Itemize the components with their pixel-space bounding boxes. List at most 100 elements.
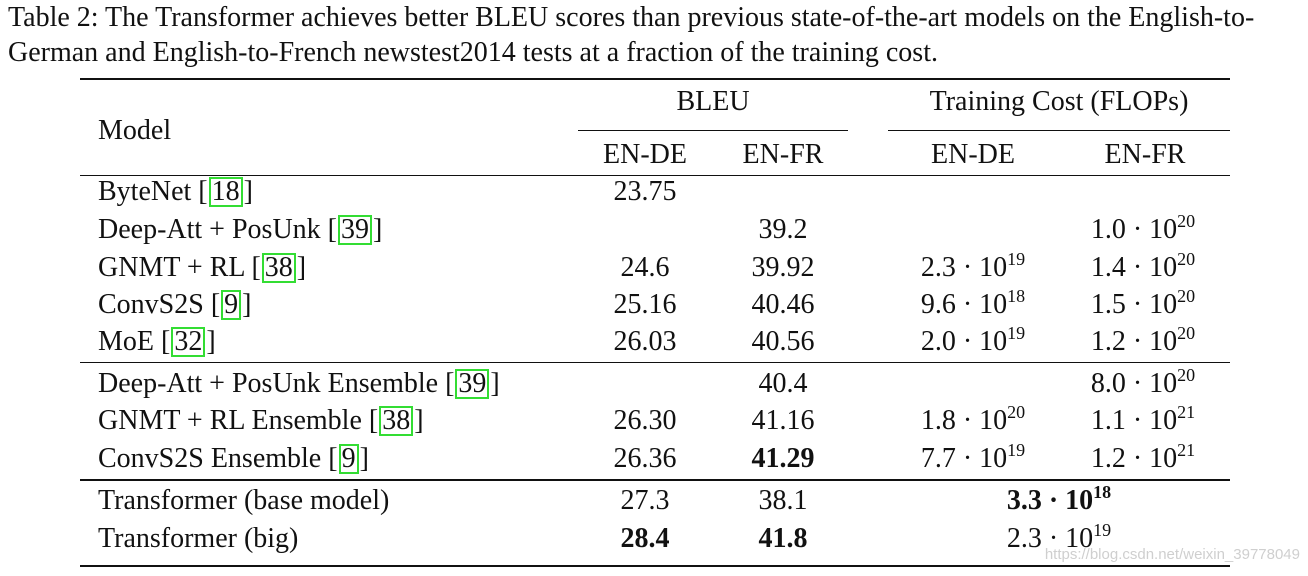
bottom-rule <box>80 565 1230 567</box>
header-bleu: BLEU <box>676 86 750 117</box>
model-name: MoE [32] <box>98 324 216 360</box>
cost-mantissa: 1.2 · 10 <box>1090 326 1178 357</box>
cost-en-de-cell: 7.7 · 1019 <box>888 441 1058 477</box>
cost-en-de-cell: 9.6 · 1018 <box>888 287 1058 323</box>
bleu-en-fr-cell: 41.8 <box>758 523 808 554</box>
cost-en-de-cell: 1.8 · 1020 <box>888 403 1058 439</box>
cost-exponent: 20 <box>1007 402 1026 422</box>
bleu-en-fr-cell: 40.4 <box>758 368 808 399</box>
citation-link[interactable]: 39 <box>337 215 372 245</box>
bleu-en-fr-cell: 38.1 <box>758 485 808 516</box>
model-label: GNMT + RL [ <box>98 252 261 283</box>
bleu-cmidrule <box>578 130 848 131</box>
model-name: Transformer (base model) <box>98 483 389 519</box>
bleu-en-fr-cell: 41.29 <box>751 443 815 474</box>
cost-mantissa: 1.2 · 10 <box>1090 443 1178 474</box>
citation-link[interactable]: 32 <box>171 327 206 357</box>
citation-link[interactable]: 18 <box>208 177 243 207</box>
subheader-cost-en-de: EN-DE <box>931 139 1015 170</box>
cost-mantissa: 1.4 · 10 <box>1090 252 1178 283</box>
cost-en-fr-cell: 1.1 · 1021 <box>1058 403 1228 439</box>
watermark-url: https://blog.csdn.net/weixin_39778049 <box>1044 546 1300 563</box>
cost-mantissa: 1.5 · 10 <box>1090 289 1178 320</box>
cost-cmidrule <box>888 130 1230 131</box>
cost-mantissa: 8.0 · 10 <box>1090 368 1178 399</box>
model-name: ConvS2S [9] <box>98 287 251 323</box>
model-name: ConvS2S Ensemble [9] <box>98 441 369 477</box>
cost-exponent: 21 <box>1177 402 1196 422</box>
top-rule <box>80 78 1230 80</box>
cost-exponent: 19 <box>1007 249 1026 269</box>
header-rule <box>80 175 1230 176</box>
bleu-en-de-cell: 26.36 <box>613 443 677 474</box>
cost-exponent: 20 <box>1177 323 1196 343</box>
cost-exponent: 20 <box>1177 365 1196 385</box>
model-label: Deep-Att + PosUnk [ <box>98 214 337 245</box>
bleu-en-de-cell: 24.6 <box>620 252 670 283</box>
model-name: GNMT + RL Ensemble [38] <box>98 403 424 439</box>
model-label: Deep-Att + PosUnk Ensemble [ <box>98 368 455 399</box>
cost-mantissa: 1.8 · 10 <box>920 405 1008 436</box>
cost-en-fr-cell: 1.2 · 1021 <box>1058 441 1228 477</box>
citation-bracket: ] <box>414 405 424 436</box>
citation-bracket: ] <box>359 443 369 474</box>
cost-exponent: 19 <box>1093 520 1112 540</box>
cost-en-fr-cell: 1.0 · 1020 <box>1058 212 1228 248</box>
cost-en-fr-cell: 1.2 · 1020 <box>1058 324 1228 360</box>
cost-mantissa: 1.1 · 10 <box>1090 405 1178 436</box>
cost-mantissa: 9.6 · 10 <box>920 289 1008 320</box>
cost-exponent: 19 <box>1007 323 1026 343</box>
cost-exponent: 20 <box>1177 286 1196 306</box>
training-cost-cell: 3.3 · 1018 <box>888 483 1230 519</box>
bleu-en-fr-cell: 41.16 <box>751 405 815 436</box>
bleu-en-de-cell: 28.4 <box>620 523 670 554</box>
cost-mantissa: 2.0 · 10 <box>920 326 1008 357</box>
subheader-bleu-en-fr: EN-FR <box>742 139 824 170</box>
citation-link[interactable]: 9 <box>338 444 359 474</box>
cost-mantissa: 2.3 · 10 <box>920 252 1008 283</box>
model-name: GNMT + RL [38] <box>98 250 306 286</box>
citation-link[interactable]: 38 <box>379 406 414 436</box>
citation-bracket: ] <box>296 252 307 283</box>
model-name: Deep-Att + PosUnk [39] <box>98 212 382 248</box>
training-cost-cell: 2.3 · 1019 <box>888 521 1230 557</box>
subheader-cost-en-fr: EN-FR <box>1104 139 1186 170</box>
citation-link[interactable]: 9 <box>221 290 242 320</box>
bleu-en-de-cell: 27.3 <box>620 485 670 516</box>
cost-mantissa: 1.0 · 10 <box>1090 214 1178 245</box>
bleu-en-fr-cell: 40.46 <box>751 289 815 320</box>
cost-en-de-cell: 2.3 · 1019 <box>888 250 1058 286</box>
citation-bracket: ] <box>242 289 252 320</box>
cost-mantissa: 2.3 · 10 <box>1006 523 1094 554</box>
model-name: Deep-Att + PosUnk Ensemble [39] <box>98 366 500 402</box>
model-label: GNMT + RL Ensemble [ <box>98 405 379 436</box>
cost-en-fr-cell: 8.0 · 1020 <box>1058 366 1228 402</box>
model-label: ConvS2S Ensemble [ <box>98 443 338 474</box>
citation-bracket: ] <box>490 368 500 399</box>
subheader-bleu-en-de: EN-DE <box>603 139 687 170</box>
citation-link[interactable]: 39 <box>455 369 490 399</box>
model-label: Transformer (base model) <box>98 485 390 516</box>
cost-mantissa: 3.3 · 10 <box>1006 485 1094 516</box>
cost-exponent: 20 <box>1177 249 1196 269</box>
cost-exponent: 21 <box>1177 440 1196 460</box>
bleu-en-fr-cell: 39.92 <box>751 252 815 283</box>
group-rule-1 <box>80 362 1230 363</box>
citation-bracket: ] <box>372 214 383 245</box>
cost-exponent: 18 <box>1007 286 1026 306</box>
model-label: Transformer (big) <box>98 523 299 554</box>
group-rule-2 <box>80 479 1230 481</box>
model-label: ConvS2S [ <box>98 289 221 320</box>
bleu-en-de-cell: 26.30 <box>613 405 677 436</box>
table-caption: Table 2: The Transformer achieves better… <box>8 2 1255 68</box>
citation-link[interactable]: 38 <box>261 253 296 283</box>
cost-exponent: 20 <box>1177 211 1196 231</box>
cost-exponent: 19 <box>1007 440 1026 460</box>
bleu-en-de-cell: 23.75 <box>613 176 677 207</box>
bleu-en-de-cell: 26.03 <box>613 326 677 357</box>
model-label: MoE [ <box>98 326 171 357</box>
model-name: ByteNet [18] <box>98 174 253 210</box>
model-label: ByteNet [ <box>98 176 208 207</box>
bleu-en-fr-cell: 40.56 <box>751 326 815 357</box>
cost-mantissa: 7.7 · 10 <box>920 443 1008 474</box>
